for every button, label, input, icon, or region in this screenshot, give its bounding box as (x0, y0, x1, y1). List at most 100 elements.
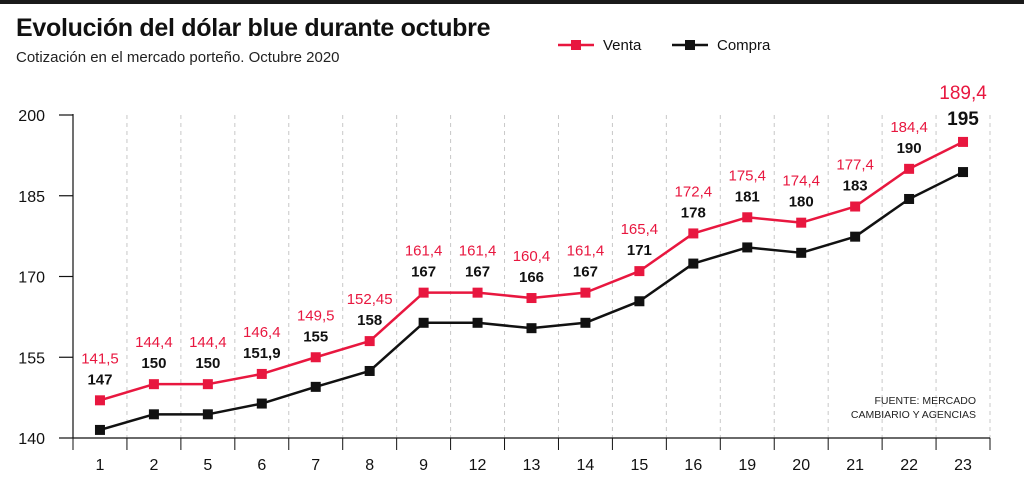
data-point (94, 395, 105, 406)
data-label-venta: 146,4 (243, 324, 281, 341)
legend-marker (571, 40, 581, 50)
data-point (94, 424, 105, 435)
data-point (688, 258, 699, 269)
data-point (202, 409, 213, 420)
top-rule (0, 0, 1024, 4)
data-label-compra: 150 (141, 355, 166, 372)
data-label-compra: 166 (519, 269, 544, 286)
data-point (418, 317, 429, 328)
series-markers (94, 136, 969, 435)
data-point (310, 352, 321, 363)
x-tick-label: 8 (365, 457, 374, 474)
data-label-venta: 175,4 (728, 167, 766, 184)
x-tick-label: 22 (900, 457, 918, 474)
x-tick-label: 5 (203, 457, 212, 474)
data-point (526, 323, 537, 334)
data-label-compra: 151,9 (243, 345, 281, 362)
x-tick-label: 21 (846, 457, 864, 474)
data-labels: 141,5 147 144,4 150 144,4 150 146,4 151,9 149,5 1… (81, 83, 987, 388)
x-tick-label: 1 (96, 457, 105, 474)
data-label-compra: 155 (303, 328, 328, 345)
y-tick-label: 140 (18, 431, 45, 448)
data-label-compra: 178 (681, 204, 706, 221)
data-label-compra: 180 (789, 194, 814, 211)
grid-lines (126, 115, 991, 438)
data-point (310, 381, 321, 392)
data-label-venta: 160,4 (513, 248, 551, 265)
data-label-venta: 165,4 (621, 221, 659, 238)
data-label-compra: 167 (411, 264, 436, 281)
data-point (904, 193, 915, 204)
data-point (256, 368, 267, 379)
data-point (364, 365, 375, 376)
x-tick-label: 20 (792, 457, 810, 474)
data-label-compra: 147 (87, 371, 112, 388)
data-label-venta: 149,5 (297, 307, 335, 324)
data-label-compra: 183 (843, 178, 868, 195)
data-point (472, 317, 483, 328)
data-label-venta: 161,4 (459, 243, 497, 260)
data-point (472, 287, 483, 298)
data-label-venta: 172,4 (675, 183, 713, 200)
data-point (958, 167, 969, 178)
data-label-venta: 152,45 (347, 291, 393, 308)
chart-title: Evolución del dólar blue durante octubre (16, 14, 491, 42)
data-point (850, 231, 861, 242)
y-tick-label: 200 (18, 108, 45, 125)
data-label-venta: 174,4 (782, 173, 820, 190)
data-point (364, 336, 375, 347)
data-point (796, 217, 807, 228)
chart-subtitle: Cotización en el mercado porteño. Octubr… (16, 49, 340, 66)
x-tick-label: 15 (630, 457, 648, 474)
x-tick-label: 19 (738, 457, 756, 474)
data-point (580, 287, 591, 298)
data-point (958, 136, 969, 147)
data-label-compra: 171 (627, 242, 652, 259)
legend-marker (685, 40, 695, 50)
data-point (634, 266, 645, 277)
x-tick-label: 7 (311, 457, 320, 474)
x-tick-label: 9 (419, 457, 428, 474)
data-label-venta: 189,4 (939, 83, 987, 104)
x-tick-label: 14 (577, 457, 595, 474)
data-point (148, 409, 159, 420)
data-label-venta: 161,4 (567, 243, 605, 260)
x-tick-label: 23 (954, 457, 972, 474)
data-point (796, 247, 807, 258)
x-tick-label: 16 (684, 457, 702, 474)
data-label-compra: 195 (947, 109, 979, 130)
x-tick-label: 12 (469, 457, 487, 474)
data-point (418, 287, 429, 298)
data-label-venta: 161,4 (405, 243, 443, 260)
data-label-venta: 144,4 (189, 334, 227, 351)
y-tick-label: 155 (18, 350, 45, 367)
x-tick-label: 2 (149, 457, 158, 474)
data-point (580, 317, 591, 328)
data-label-compra: 181 (735, 188, 760, 205)
data-label-venta: 141,5 (81, 350, 119, 367)
data-label-compra: 158 (357, 312, 382, 329)
data-label-compra: 167 (465, 264, 490, 281)
x-tick-label: 6 (257, 457, 266, 474)
data-point (742, 242, 753, 253)
data-point (904, 163, 915, 174)
data-label-compra: 150 (195, 355, 220, 372)
y-tick-label: 170 (18, 270, 45, 287)
data-label-venta: 177,4 (836, 157, 874, 174)
y-tick-label: 185 (18, 189, 45, 206)
data-point (742, 212, 753, 223)
data-point (148, 379, 159, 390)
data-point (850, 201, 861, 212)
source-line-1: FUENTE: MERCADO (874, 395, 976, 407)
source-note: FUENTE: MERCADO CAMBIARIO Y AGENCIAS (776, 394, 976, 422)
data-point (688, 228, 699, 239)
legend: Venta Compra (558, 37, 771, 54)
data-point (526, 293, 537, 304)
legend-label: Venta (603, 37, 642, 54)
data-label-compra: 190 (897, 140, 922, 157)
source-line-2: CAMBIARIO Y AGENCIAS (850, 409, 976, 421)
data-point (202, 379, 213, 390)
data-label-compra: 167 (573, 264, 598, 281)
